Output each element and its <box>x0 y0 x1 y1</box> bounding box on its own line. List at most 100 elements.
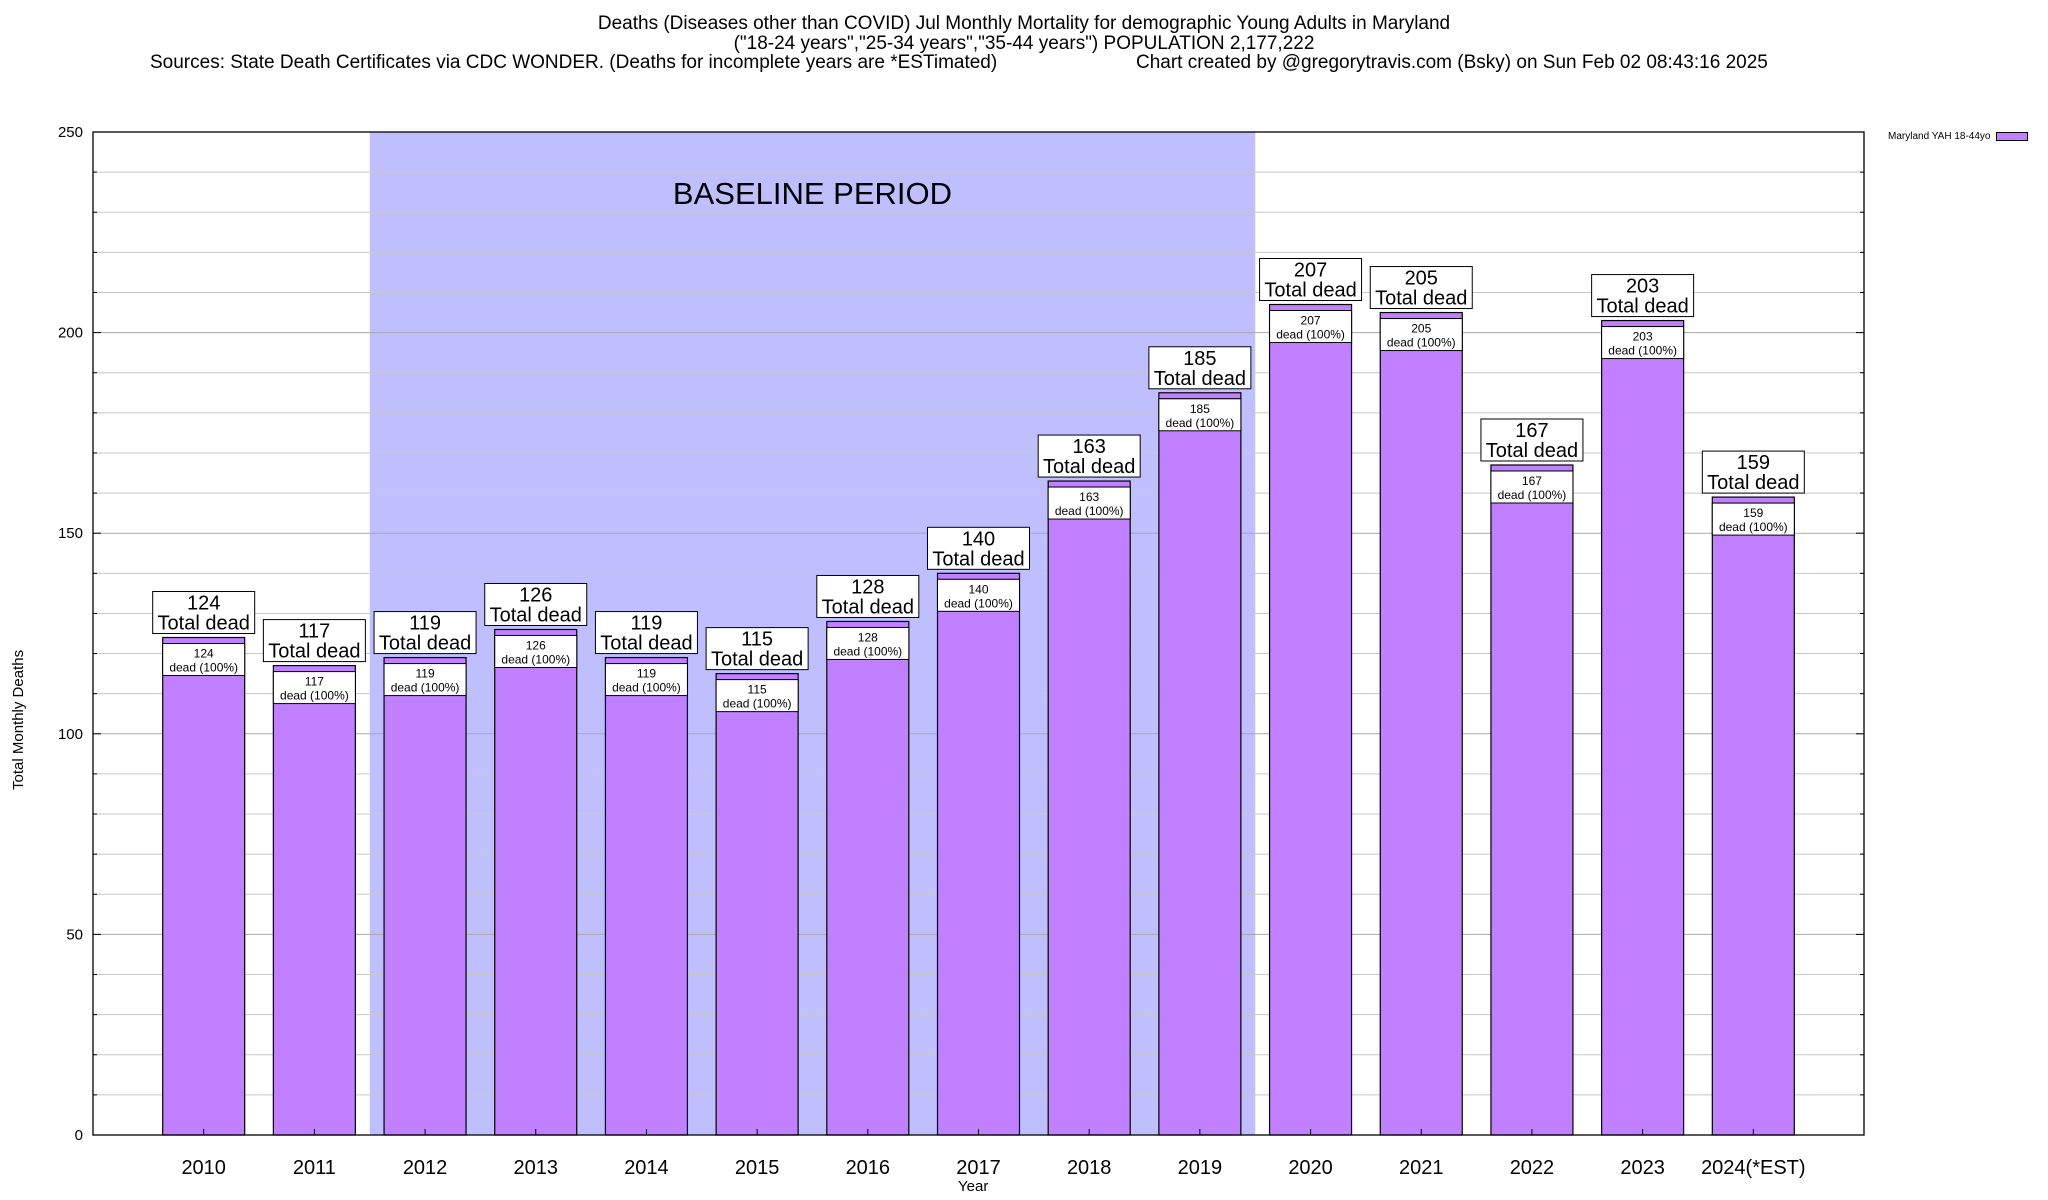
bar-top-box <box>927 526 1030 570</box>
legend-swatch <box>1996 132 2029 141</box>
chart-title: Deaths (Diseases other than COVID) Jul M… <box>597 13 1451 34</box>
bar-inner-label: dead (100%) <box>1719 520 1788 534</box>
bar <box>162 636 246 1136</box>
bar-top-label: Total dead <box>711 649 803 671</box>
bar-inner-value: 119 <box>637 667 656 681</box>
bar-top-label: Total dead <box>158 613 250 635</box>
x-tick-label: 2023 <box>1620 1157 1665 1179</box>
x-tick-label: 2011 <box>293 1157 336 1179</box>
bar-top-value: 115 <box>741 629 773 651</box>
bar-inner-value: 205 <box>1411 322 1431 336</box>
bar-inner-box <box>494 634 578 668</box>
bar-inner-value: 117 <box>305 675 324 689</box>
bar-inner-label: dead (100%) <box>723 697 792 711</box>
x-tick-label: 2018 <box>1067 1157 1112 1179</box>
bar-top-label: Total dead <box>1375 288 1467 310</box>
x-tick-label: 2017 <box>956 1157 1001 1179</box>
bar-top-box <box>705 627 809 671</box>
bar <box>272 664 356 1136</box>
bar-inner-box <box>272 671 356 705</box>
legend: Maryland YAH 18-44yo <box>1888 131 2029 142</box>
bar-top-box <box>1259 258 1363 302</box>
bar-inner-box <box>1269 310 1353 344</box>
bar-inner-value: 128 <box>858 630 878 644</box>
x-axis-label: Year <box>958 1178 989 1195</box>
bar-top-value: 140 <box>962 528 995 550</box>
x-tick-label: 2012 <box>403 1157 448 1179</box>
bar-inner-box <box>1601 326 1685 360</box>
bar-inner-label: dead (100%) <box>1608 344 1677 358</box>
bar-inner-box <box>1379 318 1463 352</box>
bar <box>1379 311 1463 1136</box>
bar <box>936 572 1021 1136</box>
bar-top-value: 159 <box>1737 452 1770 474</box>
bar <box>1158 392 1242 1136</box>
bar <box>1601 319 1685 1136</box>
chart-subtitle: ("18-24 years","25-34 years","35-44 year… <box>733 33 1315 54</box>
bar-inner-label: dead (100%) <box>1498 488 1567 502</box>
bar-inner-value: 124 <box>194 647 214 661</box>
bar-top-value: 126 <box>519 584 552 606</box>
bar-top-label: Total dead <box>1596 296 1688 318</box>
bar-inner-box <box>715 679 799 713</box>
chart-credit: Chart created by @gregorytravis.com (Bsk… <box>1136 52 1768 73</box>
legend-label: Maryland YAH 18-44yo <box>1888 131 1991 142</box>
y-axis-label: Total Monthly Deaths <box>10 649 27 790</box>
bar-top-value: 124 <box>187 593 220 615</box>
bar-inner-label: dead (100%) <box>833 644 902 658</box>
y-tick-label: 50 <box>66 926 83 943</box>
bar-top-box <box>152 591 256 635</box>
bar <box>383 656 467 1136</box>
x-tick-label: 2016 <box>846 1157 891 1179</box>
bar-top-box <box>1037 434 1141 478</box>
bar-inner-label: dead (100%) <box>1055 504 1124 518</box>
bar-top-value: 119 <box>630 613 662 635</box>
bar-inner-value: 119 <box>415 667 434 681</box>
bar-top-box <box>1148 346 1252 390</box>
bar-inner-value: 115 <box>748 683 767 697</box>
bar-top-label: Total dead <box>1154 368 1246 390</box>
bar <box>826 620 910 1136</box>
x-tick-label: 2010 <box>181 1157 226 1179</box>
bar-inner-label: dead (100%) <box>1166 416 1235 430</box>
bar-top-box <box>1369 266 1473 310</box>
bar-inner-value: 159 <box>1743 506 1763 520</box>
bar-top-box <box>1591 274 1695 318</box>
bar-top-box <box>484 582 588 626</box>
bar-top-box <box>373 611 477 655</box>
bar-top-value: 119 <box>409 613 441 635</box>
bar-inner-box <box>1711 502 1795 536</box>
bar-top-label: Total dead <box>1486 440 1578 462</box>
bar-inner-box <box>604 663 688 697</box>
bar-top-value: 207 <box>1294 260 1327 282</box>
x-tick-label: 2019 <box>1178 1157 1223 1179</box>
bar-inner-value: 167 <box>1522 474 1542 488</box>
plot-border <box>92 131 1865 1136</box>
bar-inner-label: dead (100%) <box>169 661 238 675</box>
y-tick-label: 0 <box>75 1127 83 1144</box>
bar-top-value: 205 <box>1405 268 1438 290</box>
bar <box>715 673 799 1136</box>
y-tick-label: 100 <box>58 726 83 743</box>
bar-top-label: Total dead <box>490 604 582 626</box>
bar-inner-label: dead (100%) <box>1387 336 1456 350</box>
bar-inner-box <box>1490 470 1574 504</box>
bar-inner-label: dead (100%) <box>1276 328 1345 342</box>
bar-top-label: Total dead <box>1707 472 1799 494</box>
bar-inner-box <box>937 578 1020 612</box>
bar-inner-box <box>383 663 467 697</box>
bar-inner-value: 126 <box>526 638 546 652</box>
bar-top-label: Total dead <box>1264 280 1356 302</box>
bar-inner-label: dead (100%) <box>280 689 349 703</box>
chart-sources: Sources: State Death Certificates via CD… <box>150 52 998 73</box>
bar-inner-value: 185 <box>1190 402 1210 416</box>
bar-inner-value: 207 <box>1301 314 1321 328</box>
bar-top-box <box>816 574 920 618</box>
bar-top-value: 185 <box>1183 348 1216 370</box>
bar <box>1047 480 1131 1136</box>
y-tick-label: 200 <box>58 325 83 342</box>
bar-top-box <box>1701 450 1805 494</box>
baseline-label: BASELINE PERIOD <box>673 176 952 211</box>
bar-inner-label: dead (100%) <box>391 681 460 695</box>
